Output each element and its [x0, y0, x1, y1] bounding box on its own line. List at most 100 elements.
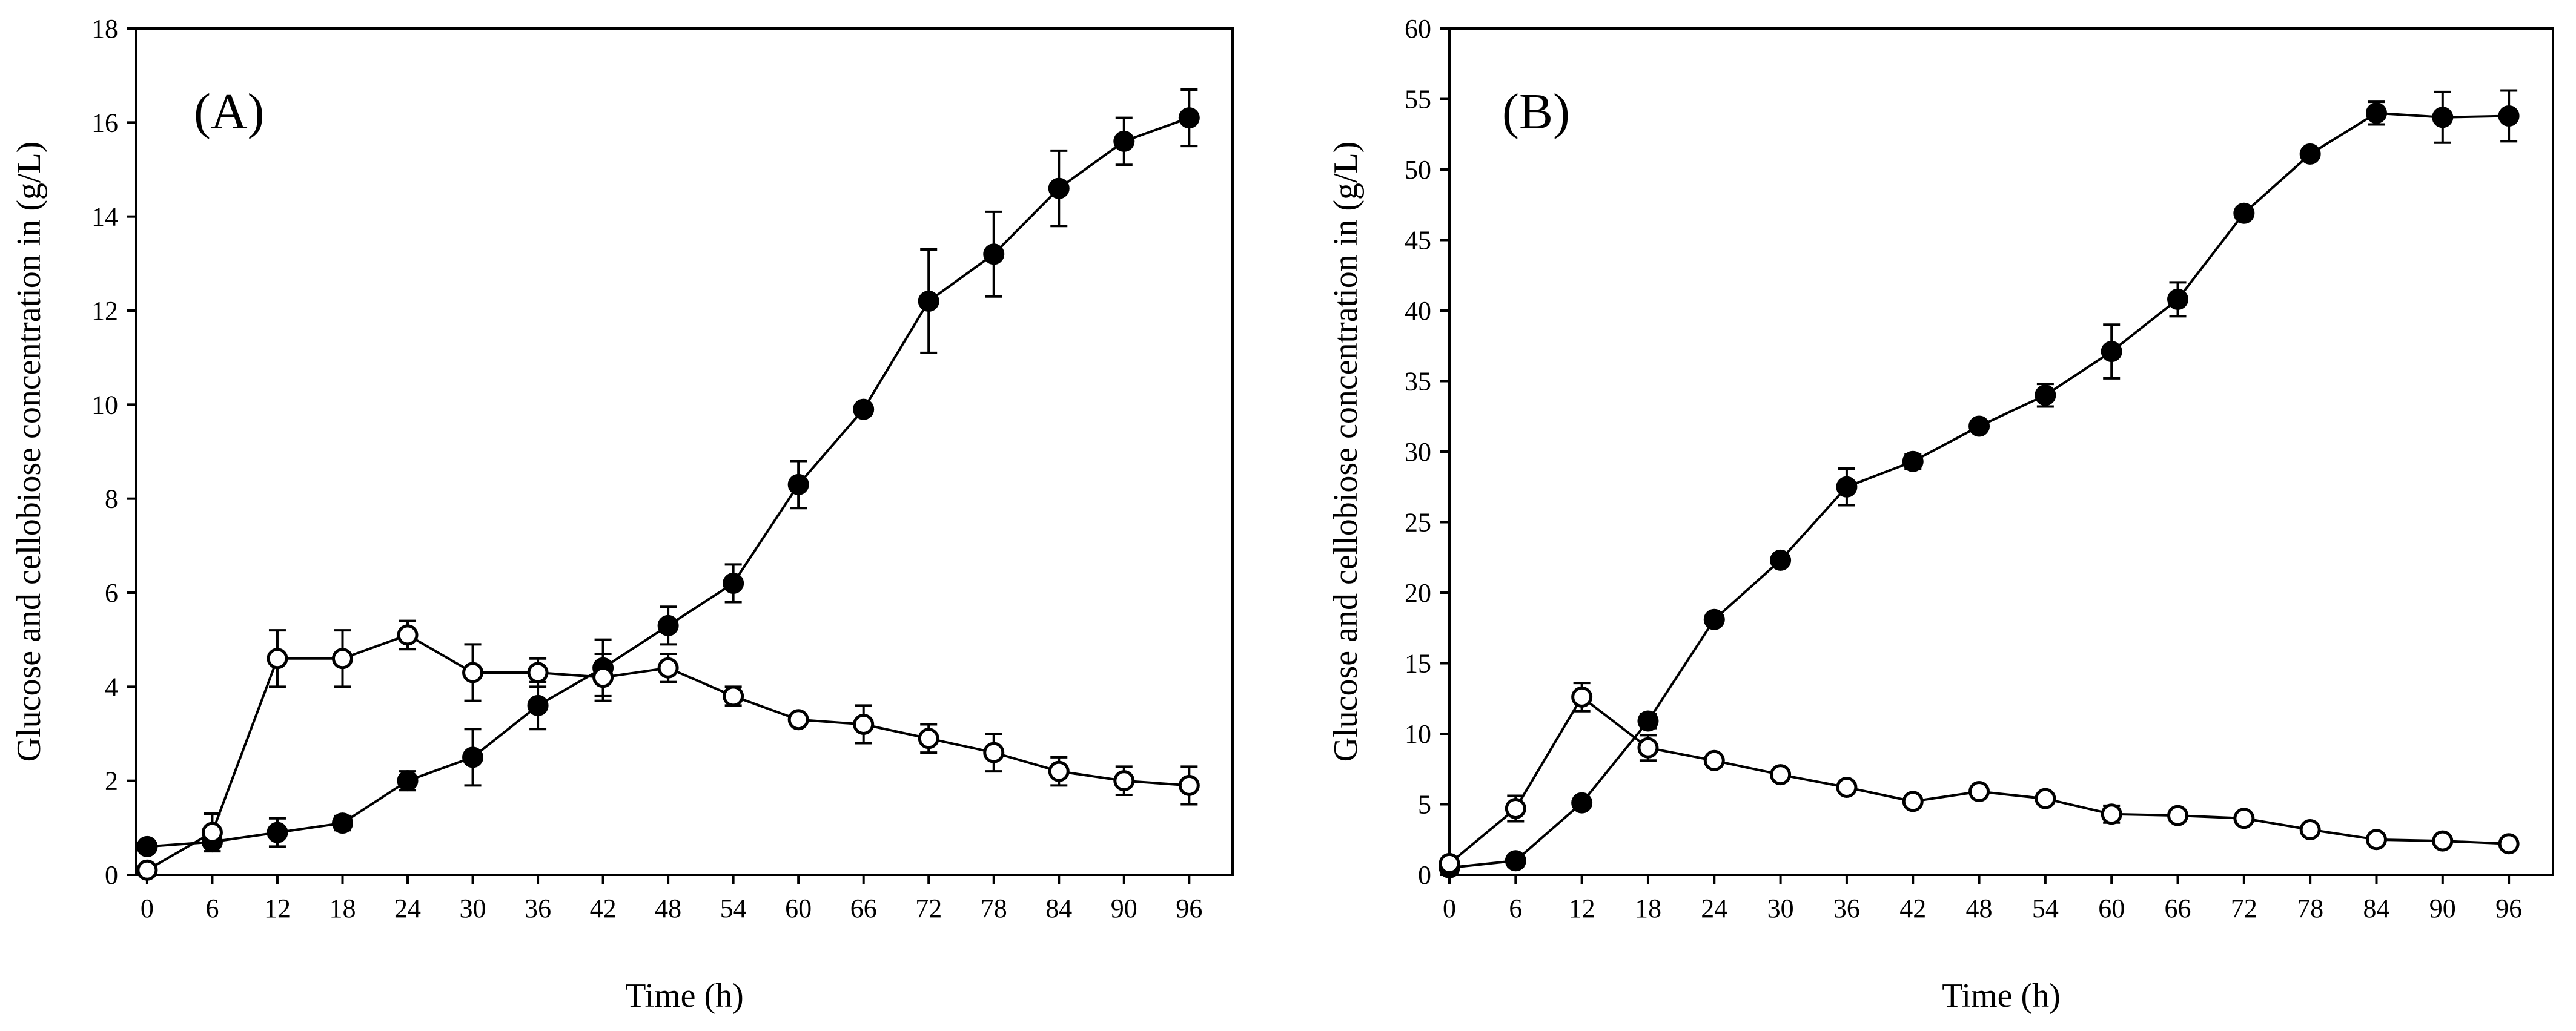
x-tick-label: 66: [850, 894, 877, 923]
y-tick-label: 10: [91, 390, 118, 420]
data-point-filled: [918, 290, 939, 312]
data-point-open: [527, 662, 549, 683]
y-tick-label: 12: [91, 296, 118, 326]
x-tick-label: 96: [1176, 894, 1202, 923]
data-point-open: [136, 859, 158, 881]
data-point-open: [657, 657, 679, 679]
data-point-filled: [2365, 102, 2387, 124]
data-point-open: [1113, 770, 1135, 792]
x-tick-label: 6: [1509, 894, 1522, 923]
x-tick-label: 54: [2032, 894, 2059, 923]
x-tick-label: 90: [2429, 894, 2456, 923]
x-tick-label: 60: [2098, 894, 2125, 923]
panel-b: (B) Time (h) Glucose and cellobiose conc…: [1327, 14, 2554, 1015]
x-tick-label: 96: [2495, 894, 2522, 923]
data-point-filled: [2101, 341, 2122, 363]
y-tick-label: 10: [1405, 719, 1431, 749]
x-tick-label: 90: [1111, 894, 1137, 923]
y-tick-label: 40: [1405, 296, 1431, 326]
data-point-open: [1703, 749, 1725, 771]
data-point-filled: [1113, 130, 1135, 152]
data-point-filled: [397, 770, 419, 792]
x-tick-label: 48: [1966, 894, 1993, 923]
y-tick-label: 25: [1405, 508, 1431, 538]
x-tick-label: 36: [1833, 894, 1860, 923]
data-point-open: [723, 685, 744, 707]
x-tick-label: 24: [394, 894, 421, 923]
panel-label: (B): [1502, 84, 1570, 140]
x-tick-label: 84: [2363, 894, 2389, 923]
series-line-filled: [147, 116, 1190, 848]
x-axis-title: Time (h): [1942, 977, 2061, 1015]
data-point-open: [918, 728, 939, 749]
data-point-open: [1968, 781, 1990, 803]
data-point-filled: [1637, 710, 1659, 732]
series-group: [1439, 89, 2520, 878]
y-tick-label: 8: [105, 484, 118, 514]
x-tick-label: 48: [655, 894, 681, 923]
data-point-filled: [983, 243, 1005, 265]
x-tick-label: 12: [264, 894, 291, 923]
data-point-open: [2035, 788, 2056, 809]
data-point-filled: [267, 822, 288, 843]
y-tick-label: 5: [1418, 790, 1431, 820]
data-point-filled: [1178, 107, 1200, 129]
data-point-filled: [1571, 792, 1593, 814]
data-point-filled: [1902, 450, 1924, 472]
y-tick-label: 2: [105, 766, 118, 796]
data-point-filled: [331, 812, 353, 834]
data-point-filled: [787, 473, 809, 495]
ticks-group: 0 6 12 18 24 30 36 42 48 54 60 66 72 78 84 90 9602468101…: [91, 14, 1202, 923]
data-point-filled: [1048, 177, 1070, 199]
y-tick-label: 30: [1405, 437, 1431, 467]
x-tick-label: 54: [720, 894, 747, 923]
x-tick-label: 0: [141, 894, 154, 923]
data-point-open: [592, 667, 614, 688]
data-point-filled: [853, 398, 875, 420]
x-tick-label: 18: [1635, 894, 1661, 923]
x-tick-label: 78: [2297, 894, 2323, 923]
data-point-open: [2432, 830, 2454, 852]
data-point-open: [1571, 686, 1593, 708]
data-point-open: [267, 648, 288, 670]
data-point-open: [331, 648, 353, 670]
x-tick-label: 30: [1767, 894, 1794, 923]
data-point-open: [1178, 774, 1200, 796]
x-axis-title: Time (h): [625, 977, 744, 1015]
data-point-filled: [2299, 143, 2321, 165]
x-tick-label: 72: [915, 894, 942, 923]
series-line-open: [1448, 695, 2509, 865]
data-point-filled: [723, 572, 744, 594]
data-point-open: [397, 624, 419, 646]
data-point-open: [1439, 852, 1460, 874]
x-tick-label: 6: [205, 894, 219, 923]
data-point-open: [2365, 829, 2387, 851]
y-tick-label: 20: [1405, 578, 1431, 608]
x-tick-label: 36: [525, 894, 551, 923]
data-point-filled: [657, 614, 679, 636]
data-point-filled: [2167, 288, 2189, 310]
y-tick-label: 0: [1418, 860, 1431, 890]
x-tick-label: 42: [590, 894, 617, 923]
panel-label: (A): [194, 84, 265, 140]
y-tick-label: 50: [1405, 155, 1431, 185]
data-point-filled: [2432, 107, 2454, 128]
data-point-open: [983, 742, 1005, 763]
x-tick-label: 12: [1569, 894, 1595, 923]
series-line-filled: [1449, 111, 2509, 869]
x-tick-label: 60: [785, 894, 812, 923]
x-tick-label: 72: [2231, 894, 2257, 923]
data-point-open: [1048, 760, 1070, 782]
x-tick-label: 42: [1899, 894, 1926, 923]
y-tick-label: 16: [91, 108, 118, 137]
data-point-open: [1505, 797, 1526, 819]
x-tick-label: 78: [981, 894, 1007, 923]
y-tick-label: 60: [1405, 14, 1431, 44]
data-point-open: [1836, 777, 1858, 799]
y-axis-title: Glucose and cellobiose concentration in …: [1327, 142, 1365, 762]
data-point-filled: [2233, 202, 2255, 224]
data-point-open: [787, 709, 809, 731]
data-point-open: [2101, 803, 2122, 825]
data-point-open: [462, 662, 484, 683]
